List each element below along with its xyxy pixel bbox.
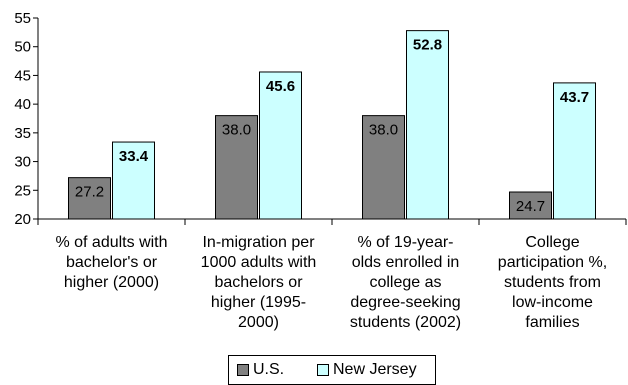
bars [69,31,596,219]
category-label: % of 19-year- olds enrolled in college a… [326,233,486,333]
legend-swatch-us [237,364,249,376]
data-label-new-jersey: 45.6 [266,78,295,95]
legend-label-us: U.S. [253,361,284,379]
legend: U.S. New Jersey [228,355,436,385]
data-label-new-jersey: 52.8 [413,37,442,54]
x-axis [38,219,626,225]
y-tick-label: 30 [14,154,31,171]
y-axis: 20 25 30 35 40 45 50 55 [14,10,38,228]
y-tick-label: 25 [14,182,31,199]
y-tick-label: 55 [14,10,31,27]
legend-item-us: U.S. [237,361,284,379]
category-label: In-migration per 1000 adults with bachel… [179,233,339,333]
y-tick-label: 20 [14,211,31,228]
legend-swatch-new-jersey [317,364,329,376]
category-label: % of adults with bachelor's or higher (2… [32,233,192,293]
data-label-us: 38.0 [222,122,251,139]
data-label-us: 27.2 [75,184,104,201]
y-tick-label: 40 [14,96,31,113]
legend-label-new-jersey: New Jersey [333,361,417,379]
y-tick-label: 50 [14,39,31,56]
bar-new-jersey [407,31,449,219]
y-tick-label: 35 [14,125,31,142]
data-label-us: 38.0 [369,122,398,139]
y-tick-label: 45 [14,67,31,84]
data-label-us: 24.7 [516,198,545,215]
legend-item-new-jersey: New Jersey [317,361,417,379]
data-label-new-jersey: 33.4 [119,148,149,165]
category-label: College participation %, students from l… [473,233,628,333]
data-label-new-jersey: 43.7 [560,89,589,106]
